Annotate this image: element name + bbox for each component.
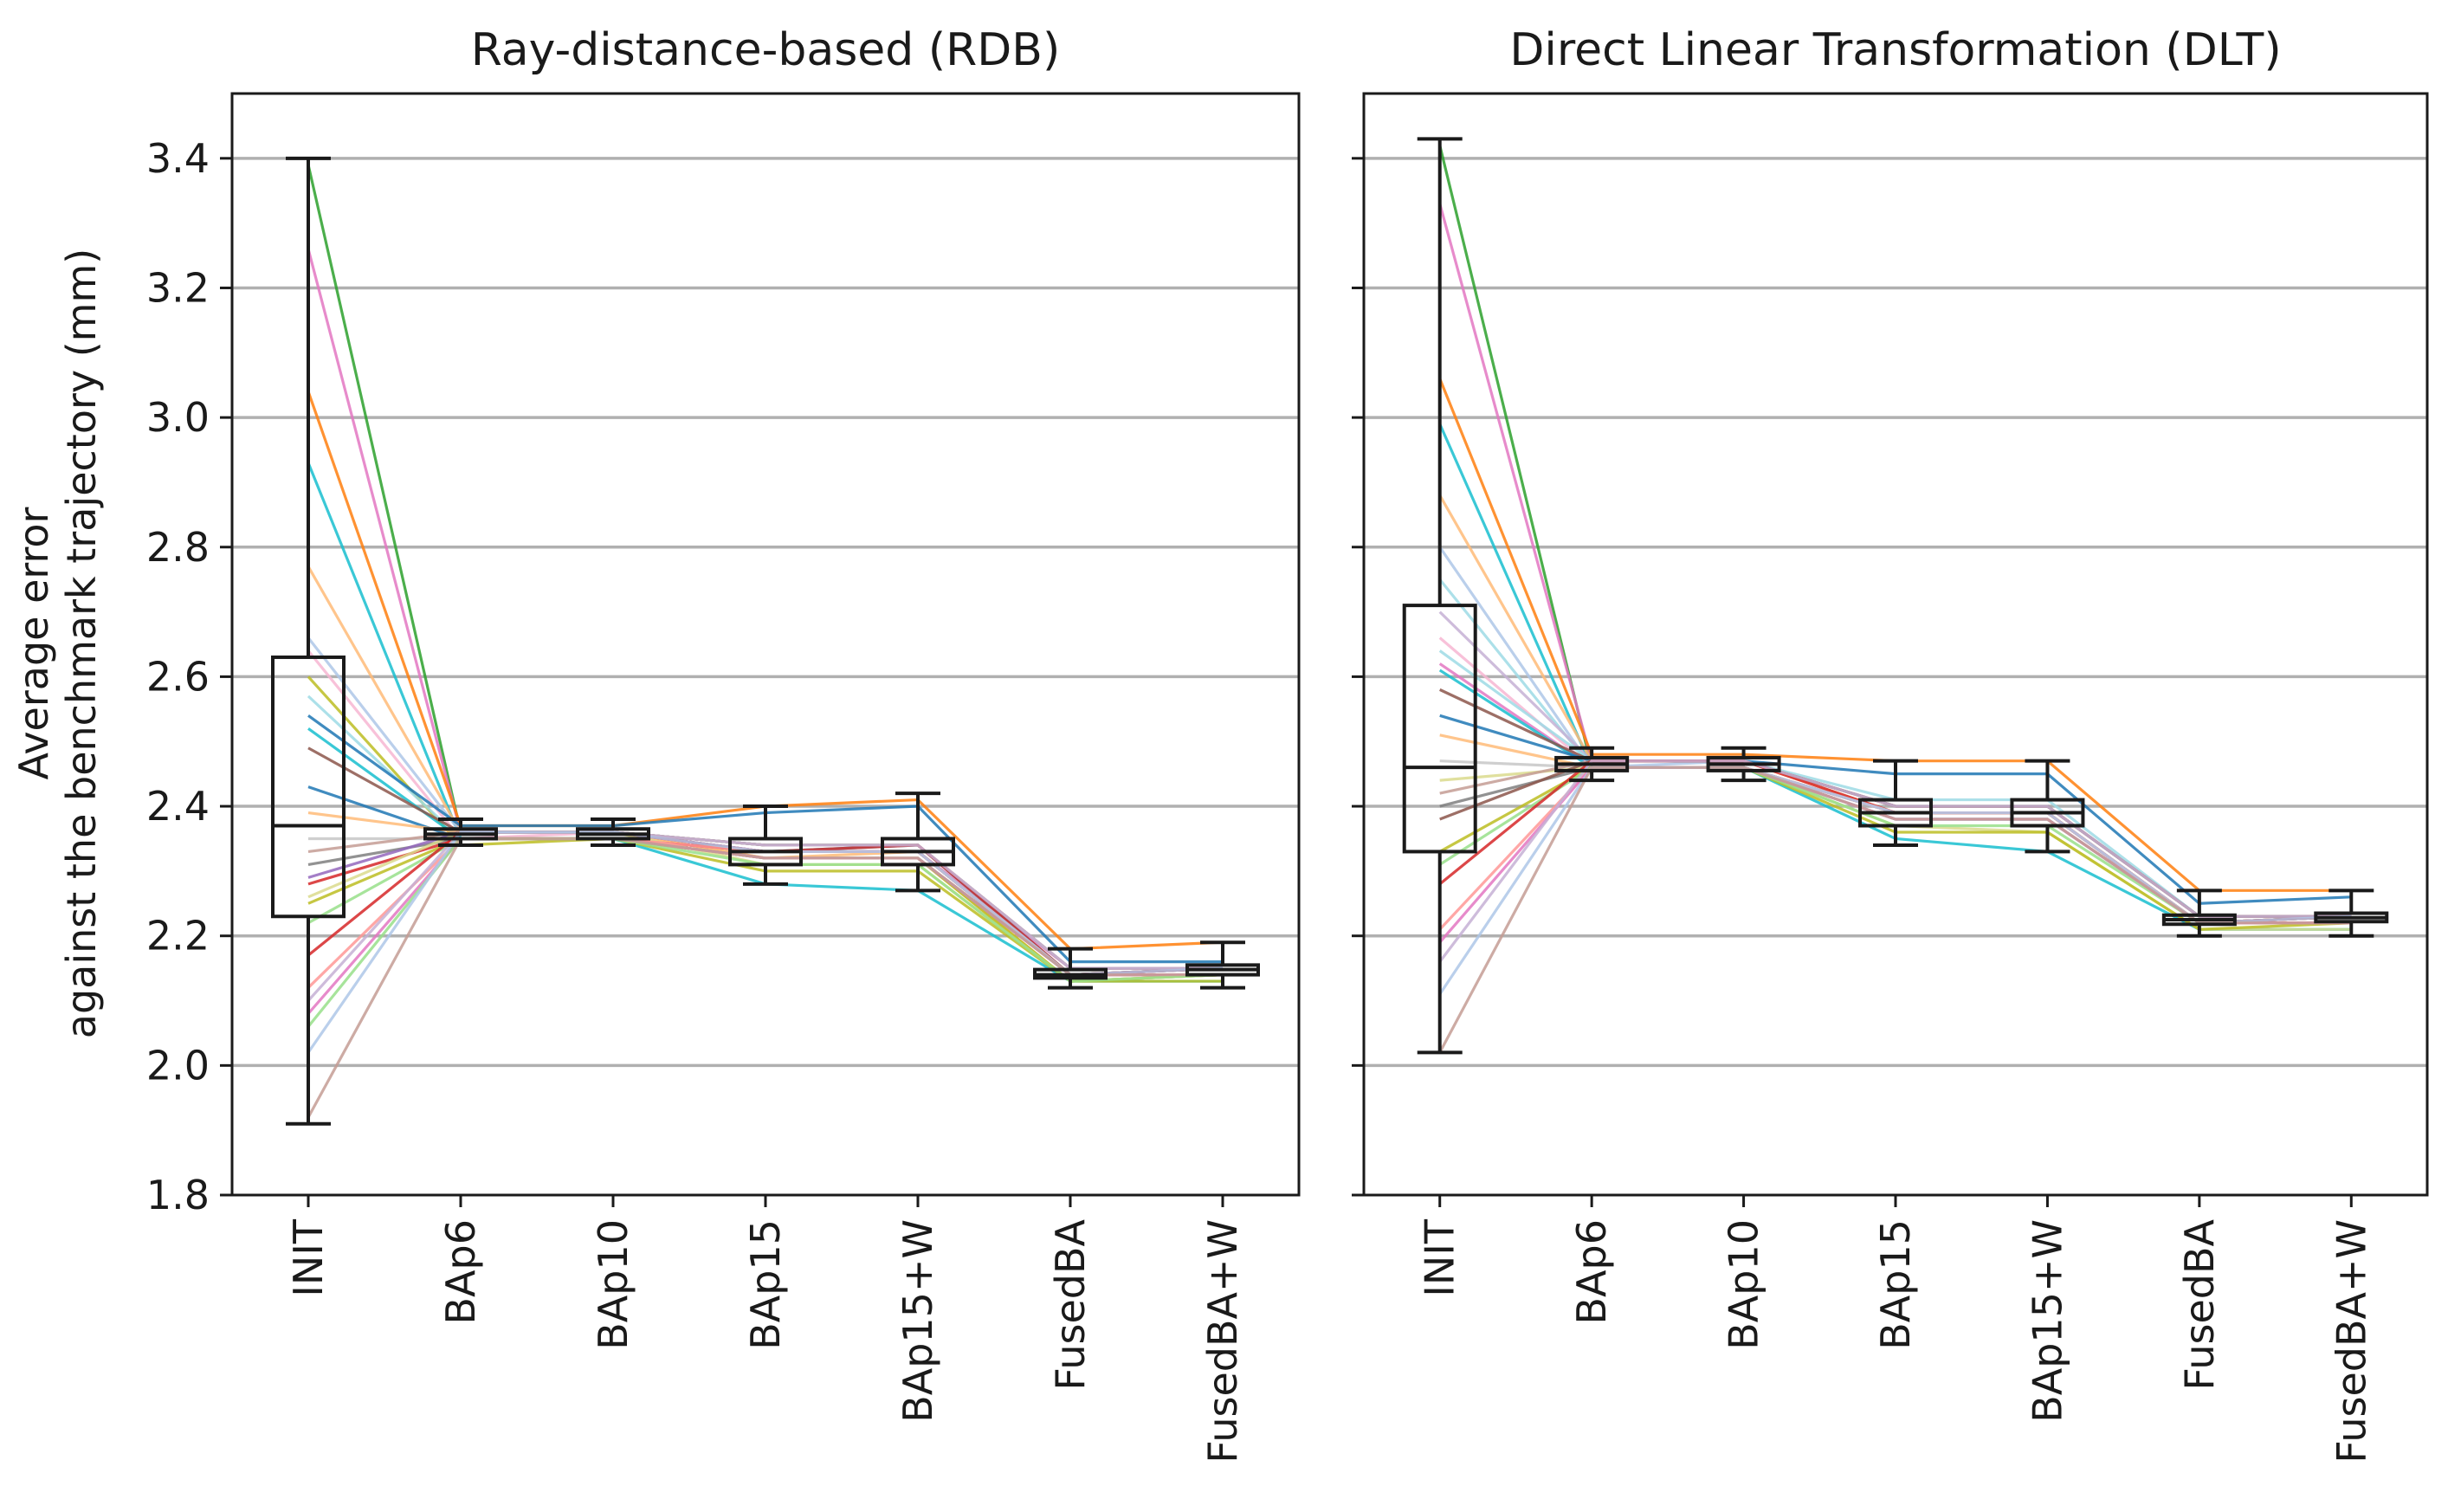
y-tick-label: 3.0 bbox=[146, 394, 210, 441]
x-tick-label-bap10: BAp10 bbox=[590, 1219, 636, 1350]
plot-frame-rdb bbox=[230, 92, 1301, 1197]
y-tick-label: 2.2 bbox=[146, 913, 210, 960]
series-line-rdb-24 bbox=[307, 837, 1223, 989]
x-tick-label-fusedba-plus-w: FusedBA+W bbox=[1199, 1219, 1246, 1464]
series-line-rdb-21 bbox=[307, 837, 1223, 983]
x-tick-label-bap6: BAp6 bbox=[437, 1219, 484, 1325]
box-rdb-fusedba-plus-w bbox=[1185, 940, 1260, 990]
x-tick-label-fusedba-plus-w: FusedBA+W bbox=[2328, 1219, 2374, 1464]
y-tick-label: 2.6 bbox=[146, 653, 210, 700]
box-rdb-bap10 bbox=[576, 817, 650, 847]
x-tick-label-bap15-plus-w: BAp15+W bbox=[2024, 1219, 2070, 1423]
y-tick-label: 2.0 bbox=[146, 1042, 210, 1089]
x-tick-label-bap15-plus-w: BAp15+W bbox=[895, 1219, 941, 1423]
plot-frame-dlt bbox=[1362, 92, 2429, 1197]
series-line-rdb-2 bbox=[307, 249, 1223, 970]
y-tick-label: 1.8 bbox=[146, 1172, 210, 1218]
y-tick-label: 2.4 bbox=[146, 783, 210, 830]
box-dlt-bap10 bbox=[1706, 746, 1781, 783]
series-line-dlt-13 bbox=[1439, 688, 2352, 918]
box-rdb-bap15-plus-w bbox=[881, 792, 955, 893]
chart-title-dlt: Direct Linear Transformation (DLT) bbox=[1509, 24, 2281, 76]
box-rdb-init bbox=[271, 156, 346, 1126]
box-dlt-bap15 bbox=[1858, 759, 1933, 847]
y-axis-label: Average error against the benchmark traj… bbox=[10, 249, 105, 1038]
box-iqr bbox=[1402, 604, 1477, 854]
x-tick-label-fusedba: FusedBA bbox=[1047, 1218, 1094, 1390]
box-dlt-fusedba bbox=[2161, 888, 2237, 938]
x-tick-label-fusedba: FusedBA bbox=[2176, 1218, 2223, 1390]
y-axis-label-line-2: against the benchmark trajectory (mm) bbox=[58, 249, 105, 1038]
box-dlt-fusedba-plus-w bbox=[2314, 888, 2389, 938]
y-tick-label: 2.8 bbox=[146, 524, 210, 571]
x-tick-label-bap10: BAp10 bbox=[1721, 1219, 1767, 1350]
x-tick-label-init: INIT bbox=[285, 1218, 332, 1297]
series-line-rdb-4 bbox=[307, 462, 1223, 977]
box-dlt-init bbox=[1402, 137, 1477, 1055]
series-line-dlt-28 bbox=[1438, 766, 2352, 1054]
panel-dlt: INIT BAp6 BAp10 BAp15 BAp15+W FusedBA FusedBA+… bbox=[1352, 24, 2429, 1464]
box-rdb-fusedba bbox=[1033, 947, 1108, 990]
box-dlt-bap15-plus-w bbox=[2010, 759, 2085, 854]
box-rdb-bap6 bbox=[423, 817, 498, 847]
y-tick-label: 3.2 bbox=[146, 264, 210, 311]
series-line-dlt-2 bbox=[1438, 203, 2352, 918]
x-tick-label-bap15: BAp15 bbox=[1872, 1219, 1919, 1350]
panel-rdb: 1.8 2.0 2.2 2.4 2.6 2.8 3.0 3.2 3.4 INIT BAp6 BAp10… bbox=[146, 24, 1301, 1464]
x-tick-label-bap6: BAp6 bbox=[1568, 1219, 1615, 1325]
x-tick-label-init: INIT bbox=[1417, 1218, 1463, 1297]
y-axis-label-line-1: Average error bbox=[10, 507, 57, 779]
series-line-dlt-4 bbox=[1438, 423, 2352, 925]
y-tick-label: 3.4 bbox=[146, 135, 210, 182]
chart-title-rdb: Ray-distance-based (RDB) bbox=[471, 24, 1061, 76]
x-tick-label-bap15: BAp15 bbox=[742, 1219, 789, 1350]
box-rdb-bap15 bbox=[728, 804, 803, 886]
box-dlt-bap6 bbox=[1554, 746, 1630, 783]
box-iqr bbox=[271, 655, 346, 919]
